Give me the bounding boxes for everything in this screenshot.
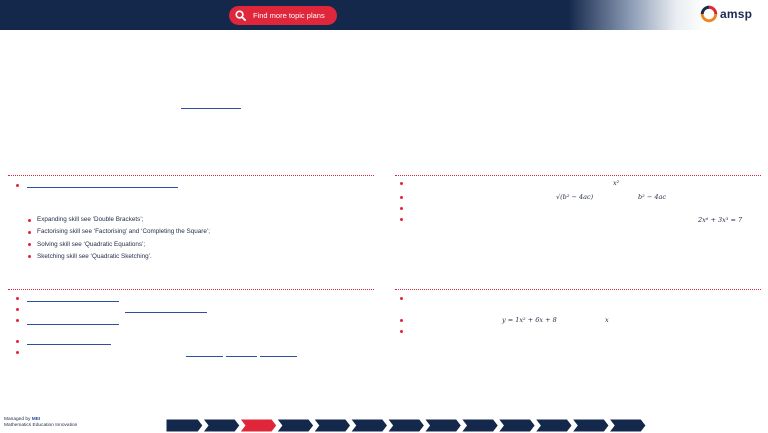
- math-sqrt-discriminant: √(b² − 4ac): [556, 193, 594, 201]
- progress-step[interactable]: [497, 419, 536, 432]
- bullet: [400, 196, 403, 199]
- math-example-quadratic: y = 1x² + 6x + 8: [502, 316, 557, 324]
- resource-link[interactable]: [226, 356, 257, 357]
- list-item: Sketching skill see ‘Quadratic Sketching…: [28, 251, 210, 263]
- find-topic-plans-label: Find more topic plans: [253, 11, 325, 20]
- amsp-logo-mark: [700, 5, 718, 23]
- resources-panel: [8, 289, 374, 369]
- progress-step[interactable]: [423, 419, 463, 432]
- bullet: [400, 297, 403, 300]
- managed-by-label: Managed by: [4, 417, 31, 422]
- resource-link[interactable]: [27, 324, 119, 325]
- bullet: [400, 207, 403, 210]
- bullet: [16, 351, 19, 354]
- topic-progress-bar: [166, 419, 646, 432]
- intro-link[interactable]: [181, 108, 241, 109]
- resource-link[interactable]: [260, 356, 297, 357]
- list-item: Solving skill see ‘Quadratic Equations’;: [28, 239, 210, 251]
- resource-link[interactable]: [125, 312, 207, 313]
- bullet: [400, 319, 403, 322]
- math-discriminant: b² − 4ac: [638, 193, 666, 201]
- progress-step[interactable]: [276, 419, 315, 432]
- math-disguised-quadratic: 2x⁶ + 3x³ = 7: [698, 216, 743, 224]
- misconceptions-panel: x² √(b² − 4ac) b² − 4ac 2x⁶ + 3x³ = 7: [395, 175, 761, 280]
- bullet: [16, 308, 19, 311]
- prerequisite-skills-list: Expanding skill see ‘Double Brackets’; F…: [28, 214, 210, 263]
- resource-link[interactable]: [27, 344, 111, 345]
- header-banner: [0, 0, 768, 30]
- list-item: Factorising skill see ‘Factorising’ and …: [28, 226, 210, 238]
- bullet: [16, 184, 19, 187]
- list-item: Expanding skill see ‘Double Brackets’;: [28, 214, 210, 226]
- math-x-squared: x²: [613, 179, 620, 187]
- resource-link[interactable]: [27, 301, 119, 302]
- math-x: x: [605, 316, 609, 324]
- amsp-logo-text: amsp: [720, 7, 753, 21]
- progress-step[interactable]: [349, 419, 389, 432]
- bullet: [400, 182, 403, 185]
- managed-by: Managed by MEI Mathematics Education Inn…: [4, 417, 77, 428]
- mei-logo: MEI: [31, 417, 41, 422]
- progress-step[interactable]: [166, 419, 204, 432]
- progress-step[interactable]: [571, 419, 610, 432]
- prerequisites-panel: Expanding skill see ‘Double Brackets’; F…: [8, 175, 374, 280]
- progress-step[interactable]: [534, 419, 573, 432]
- progress-step[interactable]: [608, 419, 646, 432]
- bullet: [400, 330, 403, 333]
- prerequisites-link[interactable]: [27, 187, 178, 188]
- find-topic-plans-button[interactable]: Find more topic plans: [229, 6, 337, 25]
- progress-step[interactable]: [239, 419, 278, 432]
- bullet: [16, 340, 19, 343]
- amsp-logo[interactable]: amsp: [700, 3, 764, 25]
- resource-link[interactable]: [186, 356, 223, 357]
- bullet: [16, 297, 19, 300]
- bullet: [16, 319, 19, 322]
- bullet: [400, 218, 403, 221]
- examples-panel: y = 1x² + 6x + 8 x: [395, 289, 761, 369]
- progress-step[interactable]: [313, 419, 352, 432]
- progress-step[interactable]: [386, 419, 426, 432]
- search-icon: [235, 10, 246, 21]
- organisation-name: Mathematics Education Innovation: [4, 422, 78, 428]
- progress-step[interactable]: [460, 419, 499, 432]
- progress-step[interactable]: [202, 419, 241, 432]
